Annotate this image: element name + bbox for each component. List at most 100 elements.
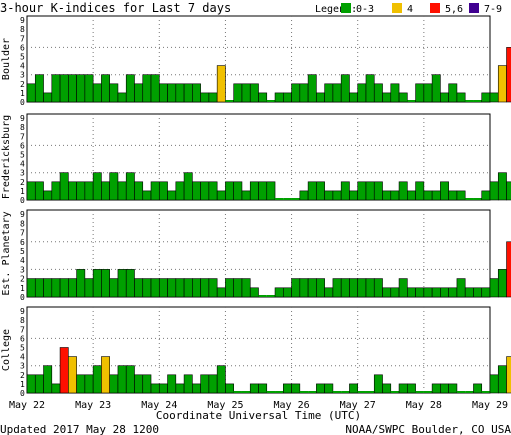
bar [134,374,144,394]
bar [101,356,110,394]
y-tick-label: 4 [20,353,25,362]
y-tick-label: 8 [20,123,25,132]
bar [34,278,44,298]
bar [92,172,102,201]
bar [34,374,44,394]
bar [84,278,94,298]
bar [101,74,110,103]
bar [26,278,36,298]
bar-zero [481,391,490,393]
bar [431,287,441,298]
bar [200,181,210,201]
bar [431,190,441,201]
bar [481,190,491,201]
bar [324,190,334,201]
bar [150,278,160,298]
bar [216,287,226,298]
bar [258,92,268,103]
bar [357,83,367,103]
bar [225,181,234,201]
series-label-2: Fredericksburg [1,115,12,199]
bar [307,181,317,201]
bar [142,278,152,298]
y-tick-label: 5 [20,247,25,256]
bar [134,278,144,298]
x-tick-label: May 27 [340,400,376,411]
bar [167,83,177,103]
bar [283,287,292,298]
y-tick-label: 2 [20,178,25,187]
x-tick-label: May 23 [75,400,111,411]
bar [431,383,441,394]
bar [357,278,367,298]
bar [125,269,135,298]
bar [167,278,177,298]
y-tick-label: 5 [20,150,25,159]
bar [192,278,201,298]
bar-zero [465,391,474,393]
bar [76,269,86,298]
bar [324,287,334,298]
bar [258,383,268,394]
bar [497,365,507,394]
bar [249,83,259,103]
bar [357,181,367,201]
y-tick-label: 1 [20,89,25,98]
y-tick-label: 9 [20,210,25,219]
bar [440,181,449,201]
bar [415,83,425,103]
bar-zero [275,391,284,393]
bar [233,278,243,298]
bar [109,278,119,298]
bar-zero [233,391,242,393]
bar [283,383,292,394]
bar [316,92,325,103]
bar [59,172,69,201]
bar [183,374,193,394]
bar [68,356,77,394]
bar [489,92,499,103]
footer-updated: Updated 2017 May 28 1200 [0,423,159,435]
bar [448,83,458,103]
bar [92,365,102,394]
bar [349,383,359,394]
bar [398,92,408,103]
bar-zero [357,391,366,393]
bar [167,374,177,394]
bar [34,181,44,201]
bar [266,181,276,201]
bar [489,181,499,201]
bar [150,181,160,201]
bar [332,278,342,298]
series-label-4: College [1,329,12,371]
bar [299,190,309,201]
chart-title: 3-hour K-indices for Last 7 days [0,1,231,15]
bar-zero [266,295,276,297]
bar [26,83,36,103]
bar-zero [299,391,309,393]
bar [349,92,359,103]
bar-zero [332,391,342,393]
bar [307,74,317,103]
bar [473,383,483,394]
bar [117,269,127,298]
bar [43,278,53,298]
bar [175,383,185,394]
bar [423,287,433,298]
bar [382,287,392,298]
bar [76,74,86,103]
bar [134,181,144,201]
bar [51,383,61,394]
bar-zero [266,391,276,393]
bar [506,181,511,201]
y-tick-label: 6 [20,238,25,247]
bar [208,374,218,394]
y-tick-label: 8 [20,25,25,34]
y-tick-label: 7 [20,325,25,334]
bar [225,383,234,394]
bar [142,74,152,103]
bar [456,278,466,298]
bar [274,287,284,298]
bar-zero [308,391,317,393]
bar [142,190,152,201]
